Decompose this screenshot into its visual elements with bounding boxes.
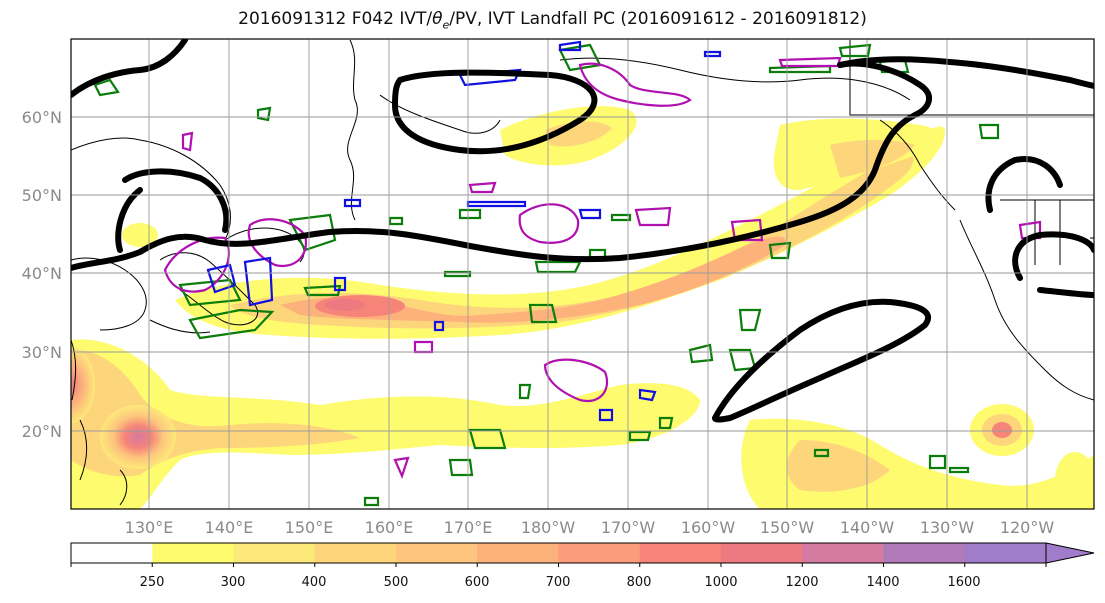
colorbar-label: 400 <box>302 575 327 590</box>
lat-label: 30°N <box>22 343 62 362</box>
colorbar-segment <box>558 543 641 563</box>
colorbar-segments <box>71 543 1047 563</box>
colorbar-segment <box>314 543 397 563</box>
page-title: 2016091312 F042 IVT/θe/PV, IVT Landfall … <box>238 9 867 32</box>
lat-label: 60°N <box>22 108 62 127</box>
colorbar: 250 300 400 500 600 700 800 1000 1200 14… <box>70 542 1095 590</box>
lon-label: 160°W <box>681 518 736 537</box>
lon-label: 140°W <box>840 518 895 537</box>
lon-label: 130°E <box>125 518 174 537</box>
colorbar-segment <box>152 543 234 563</box>
lat-labels: 20°N 30°N 40°N 50°N 60°N <box>22 108 62 441</box>
colorbar-label: 1400 <box>866 575 899 590</box>
lat-label: 20°N <box>22 422 62 441</box>
lat-label: 40°N <box>22 264 62 283</box>
colorbar-labels: 250 300 400 500 600 700 800 1000 1200 14… <box>140 575 981 590</box>
lon-label: 160°E <box>365 518 414 537</box>
colorbar-segment <box>639 543 722 563</box>
lon-label: 140°E <box>205 518 254 537</box>
colorbar-label: 250 <box>140 575 165 590</box>
theta-e-contours-magenta <box>163 56 1042 480</box>
lon-label: 180°W <box>521 518 576 537</box>
colorbar-label: 600 <box>465 575 490 590</box>
lon-label: 150°E <box>285 518 334 537</box>
lon-label: 150°W <box>760 518 815 537</box>
map-frame <box>70 38 1095 510</box>
lon-label: 120°W <box>1000 518 1055 537</box>
colorbar-label: 800 <box>627 575 652 590</box>
colorbar-segment <box>964 543 1047 563</box>
colorbar-label: 700 <box>546 575 571 590</box>
colorbar-segment <box>477 543 559 563</box>
theta-e-contours-green <box>93 43 1000 507</box>
ivt-fill-layer <box>71 106 1094 509</box>
lon-labels: 130°E 140°E 150°E 160°E 170°E 180°W 170°… <box>125 518 1055 537</box>
colorbar-label: 1200 <box>785 575 818 590</box>
lon-label: 170°E <box>444 518 493 537</box>
colorbar-segment <box>721 543 803 563</box>
lon-label: 170°W <box>601 518 656 537</box>
pv-contours <box>71 39 1094 423</box>
colorbar-extend-arrow <box>1046 543 1094 563</box>
colorbar-label: 500 <box>384 575 409 590</box>
theta-e-contours-blue <box>206 40 722 422</box>
colorbar-segment <box>396 543 478 563</box>
colorbar-segment <box>233 543 316 563</box>
colorbar-segment <box>802 543 884 563</box>
colorbar-segment <box>883 543 966 563</box>
lon-label: 130°W <box>920 518 975 537</box>
colorbar-label: 1600 <box>947 575 980 590</box>
colorbar-label: 1000 <box>704 575 737 590</box>
colorbar-segment <box>71 543 153 563</box>
lat-label: 50°N <box>22 186 62 205</box>
colorbar-ticks <box>70 563 1047 567</box>
colorbar-label: 300 <box>221 575 246 590</box>
